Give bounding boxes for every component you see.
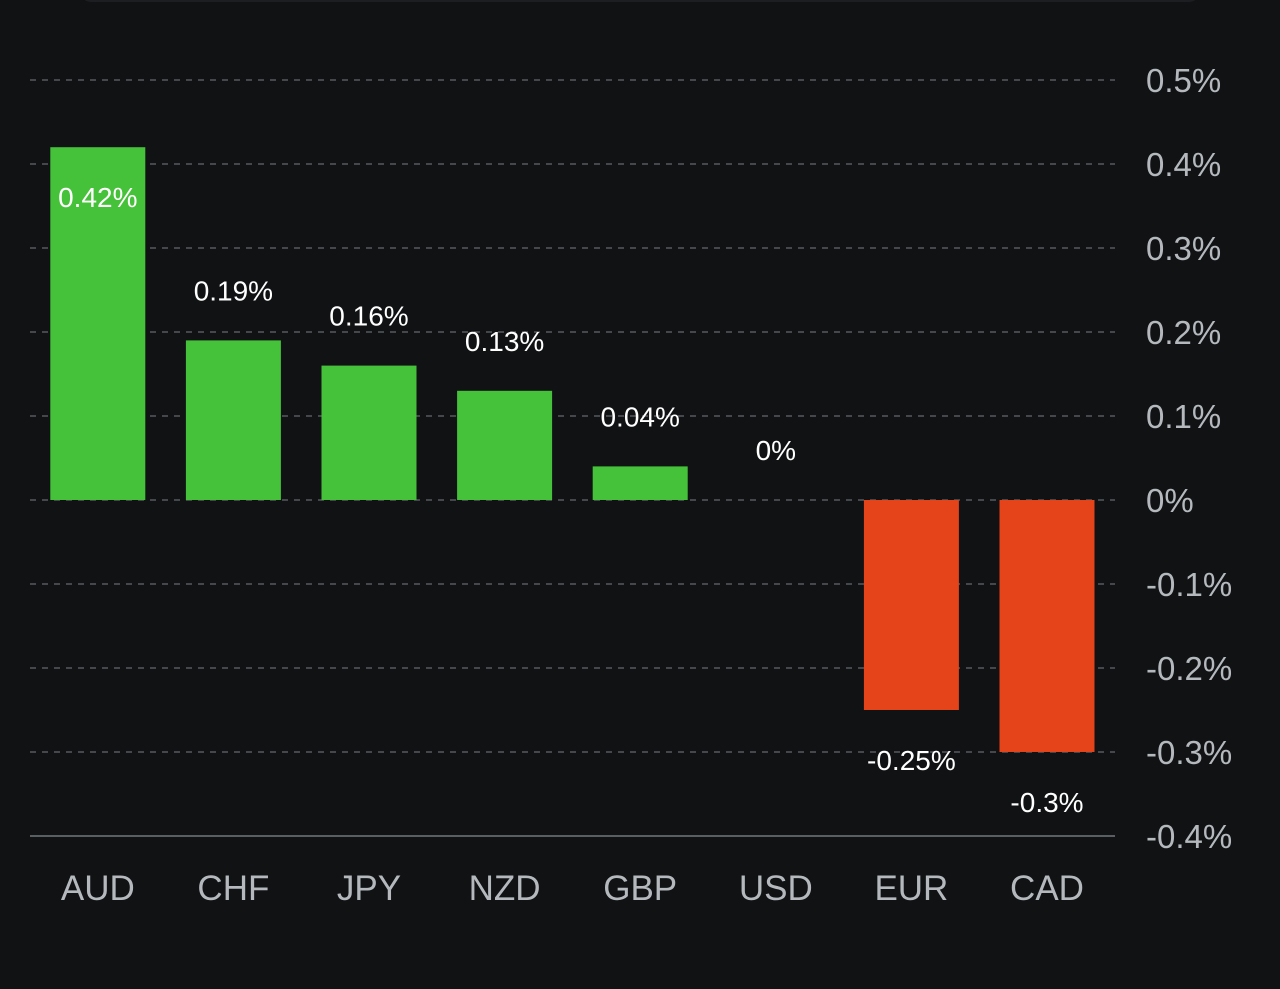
y-tick-label: -0.3% <box>1146 734 1232 771</box>
value-label-nzd: 0.13% <box>465 326 544 357</box>
value-label-gbp: 0.04% <box>600 401 679 432</box>
value-label-cad: -0.3% <box>1010 787 1083 818</box>
y-tick-label: -0.1% <box>1146 566 1232 603</box>
category-label-cad: CAD <box>1010 869 1084 908</box>
y-tick-label: 0.5% <box>1146 62 1221 99</box>
bar-nzd[interactable] <box>457 390 553 500</box>
category-label-eur: EUR <box>874 869 948 908</box>
value-label-aud: 0.42% <box>58 182 137 213</box>
category-label-chf: CHF <box>197 869 269 908</box>
y-tick-label: 0.2% <box>1146 314 1221 351</box>
value-label-eur: -0.25% <box>867 745 956 776</box>
value-label-chf: 0.19% <box>194 275 273 306</box>
category-label-aud: AUD <box>61 869 135 908</box>
bar-eur[interactable] <box>863 500 959 710</box>
category-label-gbp: GBP <box>603 869 677 908</box>
category-label-nzd: NZD <box>469 869 541 908</box>
y-tick-label: 0.1% <box>1146 398 1221 435</box>
bar-jpy[interactable] <box>321 365 417 500</box>
y-tick-label: 0.4% <box>1146 146 1221 183</box>
y-tick-label: -0.4% <box>1146 818 1232 855</box>
y-tick-label: 0% <box>1146 482 1194 519</box>
y-tick-label: -0.2% <box>1146 650 1232 687</box>
value-labels: 0.42% 0.19% 0.16% 0.13% 0.04% 0% -0.25% -0.3% <box>58 182 1083 818</box>
category-label-jpy: JPY <box>337 869 401 908</box>
bar-chf[interactable] <box>185 340 281 500</box>
value-label-usd: 0% <box>756 435 796 466</box>
top-panel-edge <box>80 0 1200 2</box>
category-label-usd: USD <box>739 869 813 908</box>
bar-gbp[interactable] <box>592 466 688 500</box>
bar-aud[interactable] <box>50 147 146 500</box>
y-axis-tick-labels: 0.5% 0.4% 0.3% 0.2% 0.1% 0% -0.1% -0.2% -0.3% -0.… <box>1146 62 1232 855</box>
x-axis-category-labels: AUD CHF JPY NZD GBP USD EUR CAD <box>61 869 1084 908</box>
value-label-jpy: 0.16% <box>329 301 408 332</box>
bar-cad[interactable] <box>999 500 1095 752</box>
y-tick-label: 0.3% <box>1146 230 1221 267</box>
bars <box>50 147 1095 752</box>
